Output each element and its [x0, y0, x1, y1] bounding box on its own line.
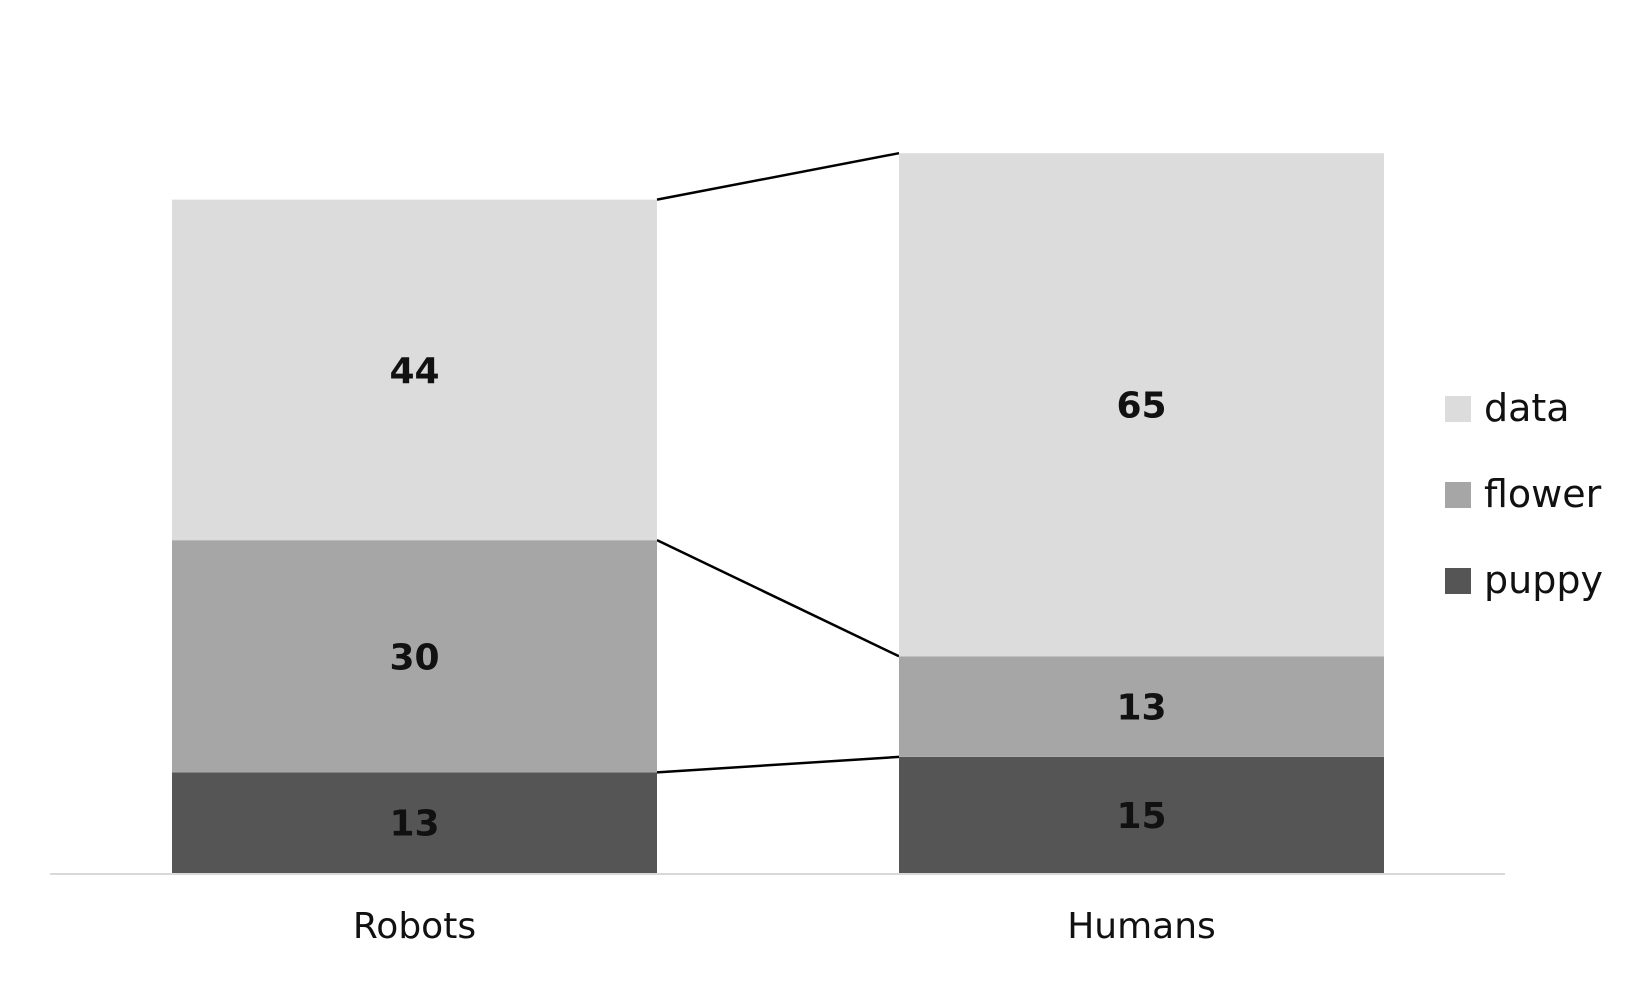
legend-item-data: data — [1445, 386, 1570, 430]
bars-group — [172, 153, 1384, 873]
data-labels-group: 13 30 44 15 13 65 — [389, 351, 1166, 845]
legend-label-puppy: puppy — [1484, 558, 1603, 602]
bar-segment-humans-flower — [899, 656, 1384, 757]
legend-swatch-flower — [1445, 482, 1471, 508]
legend-label-flower: flower — [1484, 472, 1602, 516]
data-label-robots-flower: 30 — [389, 637, 439, 678]
bar-segment-robots-puppy — [172, 772, 657, 873]
series-line-puppy — [656, 755, 900, 774]
legend-swatch-puppy — [1445, 568, 1471, 594]
data-label-humans-flower: 13 — [1116, 688, 1166, 729]
bar-segment-humans-data — [899, 153, 1384, 657]
data-label-humans-data: 65 — [1116, 386, 1166, 427]
data-label-robots-data: 44 — [389, 351, 439, 392]
data-label-robots-puppy: 13 — [389, 804, 439, 845]
bar-segment-robots-flower — [172, 540, 657, 773]
x-tick-label-humans: Humans — [1067, 906, 1216, 947]
legend-item-puppy: puppy — [1445, 558, 1603, 602]
legend-swatch-data — [1445, 396, 1471, 422]
series-line-flower — [656, 539, 900, 658]
series-line-data — [656, 151, 900, 201]
bar-segment-robots-data — [172, 199, 657, 541]
x-axis-tick-labels: Robots Humans — [353, 906, 1216, 947]
data-label-humans-puppy: 15 — [1116, 796, 1166, 837]
x-tick-label-robots: Robots — [353, 906, 476, 947]
legend-label-data: data — [1484, 386, 1570, 430]
legend: data flower puppy — [1445, 386, 1603, 602]
legend-item-flower: flower — [1445, 472, 1602, 516]
series-lines-group — [656, 151, 900, 774]
bar-segment-humans-puppy — [899, 756, 1384, 873]
